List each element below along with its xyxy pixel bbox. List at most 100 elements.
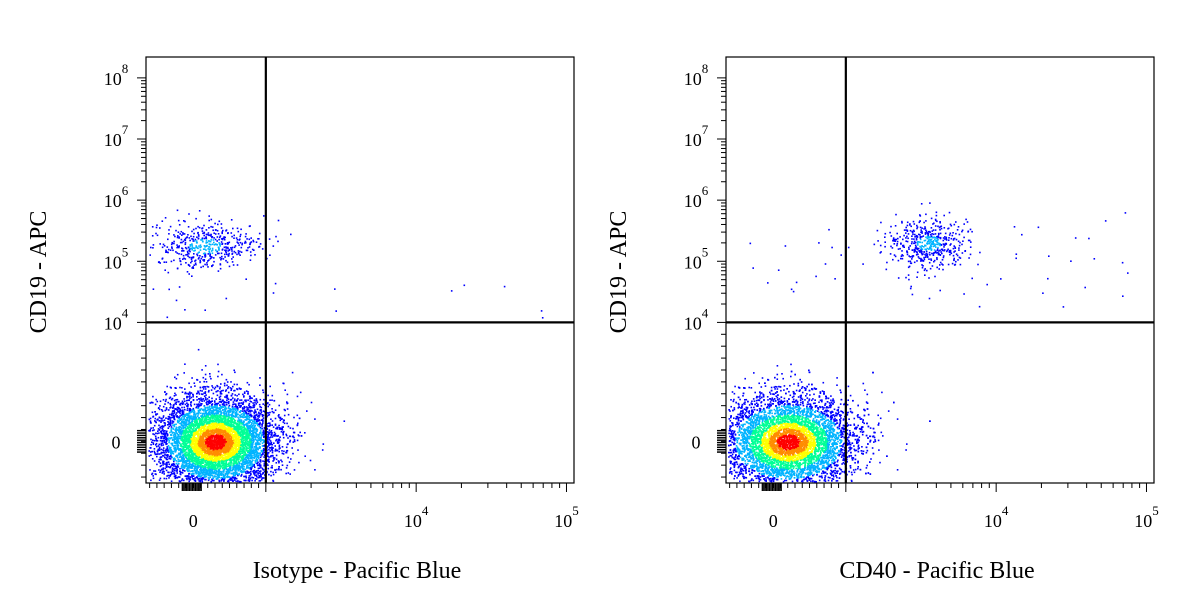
event-dot: [178, 437, 180, 440]
event-dot: [270, 430, 273, 432]
event-dot: [179, 419, 182, 421]
event-dot: [198, 458, 200, 461]
event-dot: [158, 461, 160, 463]
event-dot: [309, 459, 312, 462]
event-dot: [245, 406, 248, 408]
event-dot: [268, 422, 270, 424]
event-dot: [211, 447, 214, 449]
event-dot: [201, 480, 203, 483]
event-dot: [205, 401, 208, 404]
event-dot: [222, 406, 225, 408]
event-dot: [191, 475, 194, 477]
event-dot: [170, 387, 172, 389]
event-dot: [201, 369, 203, 371]
event-dot: [234, 408, 236, 410]
event-dot: [293, 469, 296, 471]
event-dot: [263, 451, 266, 454]
event-dot: [208, 468, 211, 470]
event-dot: [234, 476, 237, 479]
event-dot: [259, 459, 262, 462]
event-dot: [176, 409, 179, 411]
event-dot: [191, 418, 194, 420]
event-dot: [177, 436, 180, 438]
event-dot: [283, 408, 286, 411]
event-dot: [258, 457, 260, 460]
event-dot: [220, 432, 222, 434]
event-dot: [151, 458, 154, 460]
event-dot: [204, 415, 206, 417]
event-dot: [241, 427, 244, 429]
event-dot: [175, 442, 177, 445]
event-dot: [212, 415, 214, 417]
event-dot: [260, 449, 263, 452]
event-dot: [181, 459, 183, 462]
event-dot: [214, 421, 216, 423]
event-dot: [248, 409, 251, 412]
event-dot: [193, 424, 196, 427]
event-dot: [184, 403, 187, 406]
event-dot: [255, 449, 258, 451]
event-dot: [203, 419, 206, 422]
event-dot: [212, 386, 214, 389]
event-dot: [151, 439, 154, 442]
event-dot: [179, 422, 181, 425]
event-dot: [279, 436, 281, 438]
event-dot: [162, 449, 164, 451]
event-dot: [222, 465, 225, 467]
event-dot: [194, 458, 196, 460]
event-dot: [202, 477, 205, 480]
event-dot: [258, 470, 261, 473]
event-dot: [237, 398, 239, 400]
event-dot: [218, 476, 220, 479]
event-dot: [254, 409, 256, 411]
event-dot: [185, 456, 188, 459]
event-dot: [235, 428, 237, 430]
event-dot: [171, 420, 174, 422]
event-dot: [175, 387, 177, 389]
event-dot: [232, 407, 235, 410]
event-dot: [201, 466, 203, 468]
event-dot: [247, 453, 249, 456]
event-dot: [227, 437, 230, 440]
event-dot: [176, 464, 179, 466]
event-dot: [218, 428, 221, 430]
event-dot: [269, 385, 271, 388]
event-dot: [244, 458, 246, 460]
event-dot: [235, 413, 237, 416]
event-dot: [258, 443, 260, 445]
event-dot: [167, 421, 169, 423]
event-dot: [220, 390, 223, 392]
event-dot: [246, 409, 248, 412]
event-dot: [246, 440, 249, 443]
event-dot: [187, 414, 190, 417]
event-dot: [280, 459, 282, 461]
event-dot: [225, 415, 228, 417]
event-dot: [255, 450, 257, 452]
event-dot: [219, 386, 221, 388]
event-dot: [268, 456, 270, 458]
event-dot: [230, 428, 232, 431]
event-dot: [199, 474, 201, 476]
event-dot: [190, 418, 193, 420]
event-dot: [167, 437, 169, 439]
event-dot: [180, 449, 182, 452]
event-dot: [227, 439, 229, 441]
event-dot: [171, 443, 173, 446]
event-dot: [182, 419, 184, 421]
event-dot: [176, 373, 179, 376]
event-dot: [172, 465, 175, 467]
event-dot: [243, 444, 245, 446]
event-dot: [185, 451, 188, 454]
event-dot: [184, 440, 187, 443]
event-dot: [240, 475, 242, 477]
event-dot: [310, 401, 313, 404]
event-dot: [260, 453, 263, 456]
event-dot: [212, 455, 215, 457]
event-dot: [152, 443, 155, 445]
event-dot: [255, 399, 257, 402]
event-dot: [224, 456, 227, 459]
event-dot: [188, 480, 190, 483]
event-dot: [235, 405, 237, 408]
event-dot: [156, 463, 158, 466]
